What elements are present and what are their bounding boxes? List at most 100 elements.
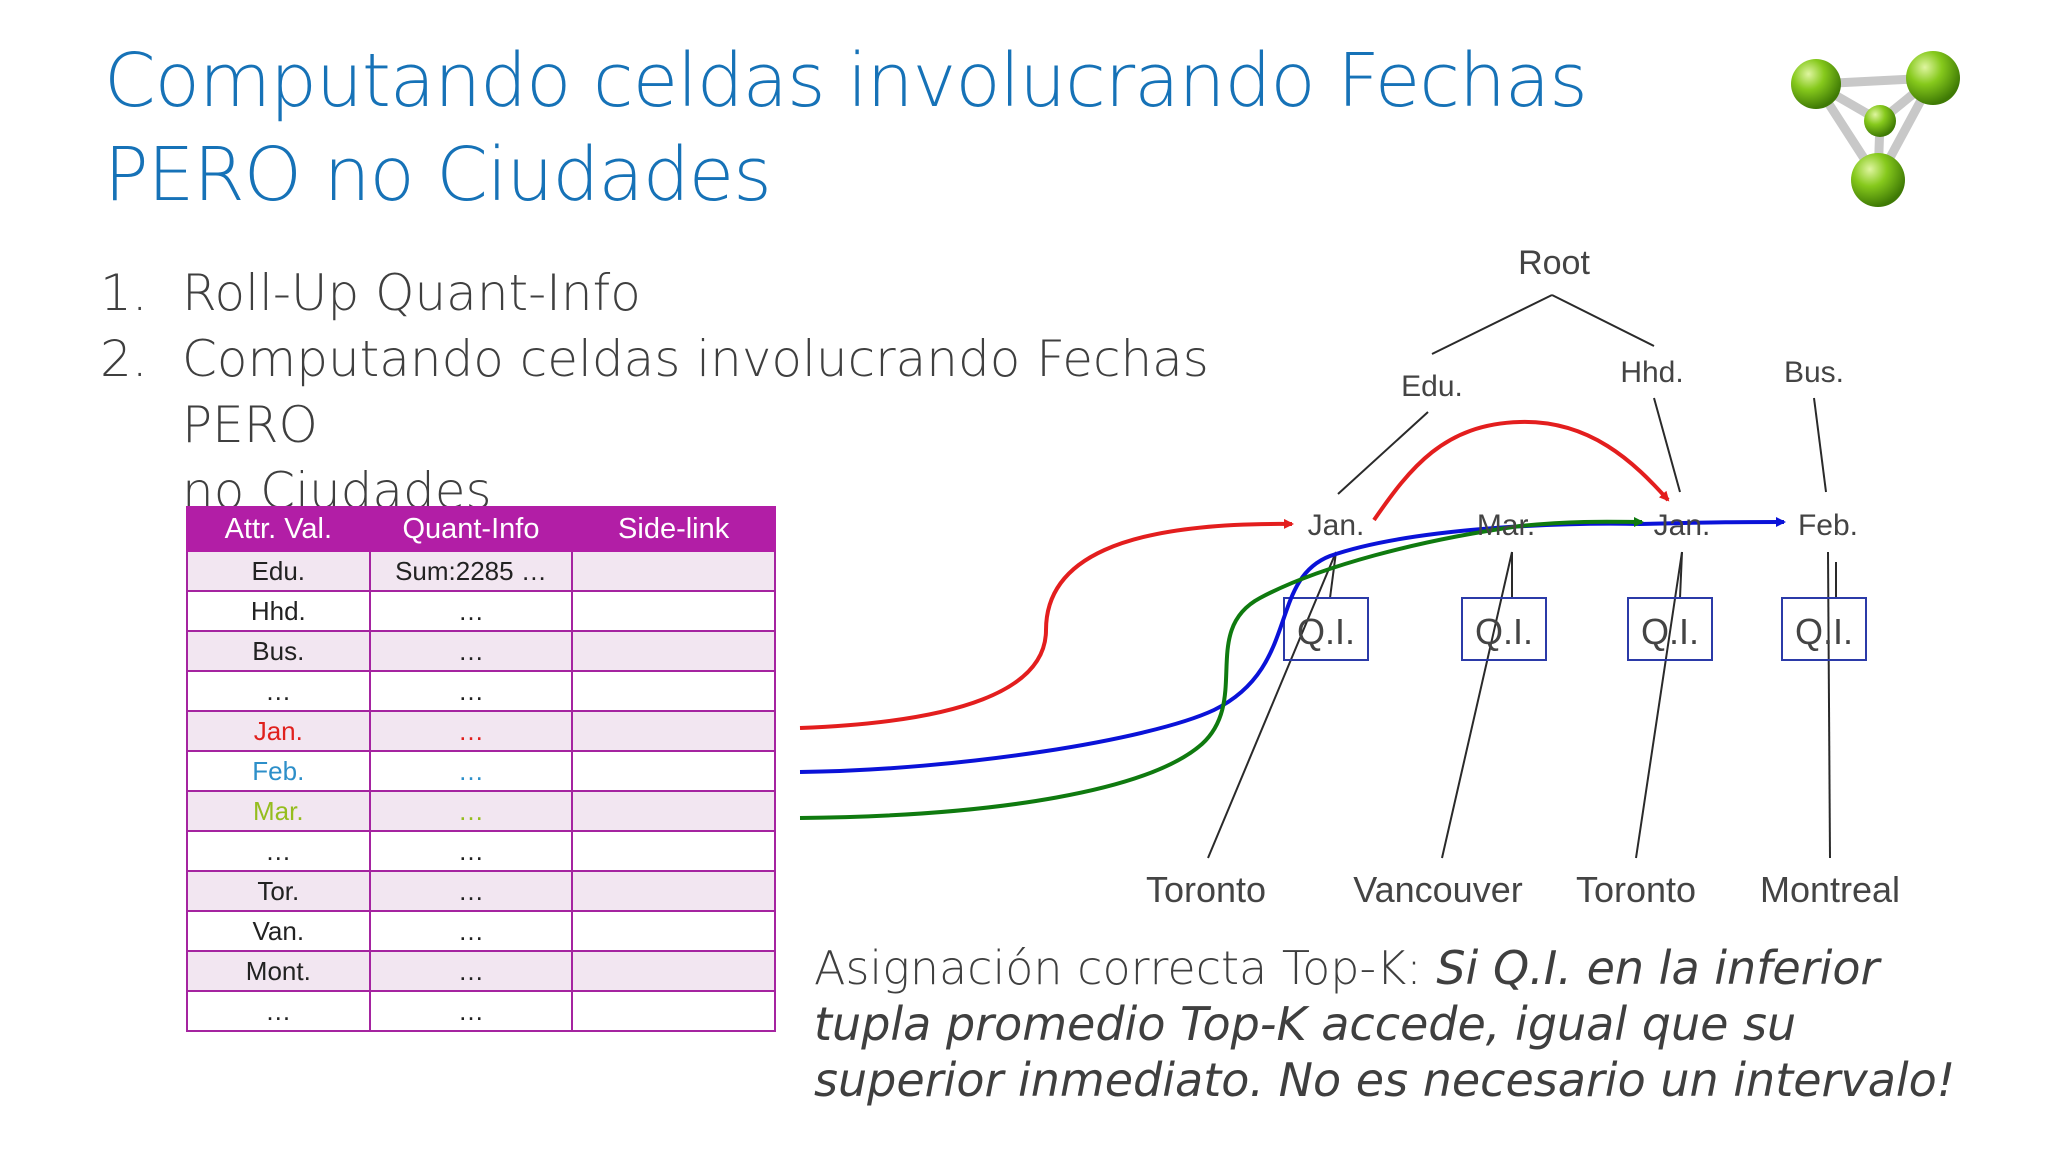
red-arrow-jan-to-jan bbox=[1372, 419, 1670, 522]
cell-quant: … bbox=[368, 990, 574, 1032]
qi-box-4 bbox=[1781, 597, 1867, 661]
edge-mar-vancouver bbox=[1441, 551, 1513, 859]
table-header-row: Attr. Val. Quant-Info Side-link bbox=[186, 506, 776, 552]
title-line-1: Computando celdas involucrando Fechas bbox=[104, 38, 1588, 124]
edge-root-edu bbox=[1431, 294, 1553, 355]
tree-level1-edu: Edu. bbox=[1401, 370, 1463, 403]
attribute-table: Attr. Val. Quant-Info Side-link Edu. Sum:… bbox=[186, 506, 776, 1032]
edge-bus-feb bbox=[1813, 397, 1827, 493]
cell-quant: … bbox=[368, 710, 574, 752]
column-header-quant-info: Quant-Info bbox=[368, 506, 574, 552]
tree-level2-feb: Feb. bbox=[1798, 509, 1858, 542]
tree-level2-mar: Mar. bbox=[1477, 509, 1535, 542]
edge-edu-jan bbox=[1337, 411, 1429, 495]
cell-attr: Mont. bbox=[186, 950, 371, 992]
cell-attr: Hhd. bbox=[186, 590, 371, 632]
cell-side bbox=[571, 950, 776, 992]
leaf-vancouver: Vancouver bbox=[1353, 869, 1522, 910]
edge-hhd-jan bbox=[1653, 397, 1681, 493]
note-text: Asignación correcta Top-K: Si Q.I. en la… bbox=[814, 940, 1994, 1108]
cell-side bbox=[571, 550, 776, 592]
cell-attr: Bus. bbox=[186, 630, 371, 672]
edge-root-hhd bbox=[1551, 294, 1655, 347]
qi-label-2: Q.I. bbox=[1475, 611, 1533, 652]
cell-side bbox=[571, 830, 776, 872]
tree-root-label: Root bbox=[1518, 244, 1590, 282]
cell-quant: … bbox=[368, 790, 574, 832]
cell-quant: … bbox=[368, 910, 574, 952]
edge-jan-qi-3 bbox=[1679, 551, 1683, 599]
qi-box-2 bbox=[1461, 597, 1547, 661]
bullet-item-1: 1. Roll-Up Quant-Info bbox=[100, 260, 1300, 326]
cell-attr: … bbox=[186, 830, 371, 872]
table-row: Bus.… bbox=[186, 630, 776, 672]
green-arrow-to-mar bbox=[799, 516, 1644, 820]
column-header-attr-val: Attr. Val. bbox=[186, 506, 371, 552]
cell-quant: … bbox=[368, 830, 574, 872]
table-row: …… bbox=[186, 830, 776, 872]
cell-quant: … bbox=[368, 630, 574, 672]
cell-side bbox=[571, 630, 776, 672]
cell-attr: … bbox=[186, 990, 371, 1032]
column-header-side-link: Side-link bbox=[571, 506, 776, 552]
table-row: Tor.… bbox=[186, 870, 776, 912]
cell-side bbox=[571, 870, 776, 912]
cell-quant: … bbox=[368, 670, 574, 712]
edge-jan-toronto bbox=[1207, 551, 1337, 859]
molecule-logo-icon bbox=[1791, 51, 1960, 207]
slide-title: Computando celdas involucrando Fechas PE… bbox=[104, 34, 1744, 222]
table-row: Hhd.… bbox=[186, 590, 776, 632]
qi-box-3 bbox=[1627, 597, 1713, 661]
cell-side bbox=[571, 590, 776, 632]
bullet-number: 2. bbox=[100, 330, 148, 388]
cell-quant: … bbox=[368, 870, 574, 912]
leaf-toronto-2: Toronto bbox=[1576, 869, 1696, 910]
cell-side bbox=[571, 990, 776, 1032]
cell-side bbox=[571, 790, 776, 832]
leaf-montreal: Montreal bbox=[1760, 869, 1900, 910]
qi-label-1: Q.I. bbox=[1297, 611, 1355, 652]
cell-attr: Edu. bbox=[186, 550, 371, 592]
table-row: Jan.… bbox=[186, 710, 776, 752]
cell-attr: Feb. bbox=[186, 750, 371, 792]
cell-quant: … bbox=[368, 590, 574, 632]
cell-side bbox=[571, 670, 776, 712]
cell-quant: … bbox=[368, 750, 574, 792]
qi-label-4: Q.I. bbox=[1795, 611, 1853, 652]
table-row: Mar.… bbox=[186, 790, 776, 832]
bullet-number: 1. bbox=[100, 264, 148, 322]
red-arrow-to-jan bbox=[799, 518, 1294, 730]
edge-jan-toronto-2 bbox=[1635, 551, 1683, 859]
note-normal: Asignación correcta Top-K: bbox=[814, 941, 1437, 995]
cell-attr: Tor. bbox=[186, 870, 371, 912]
tree-level1-bus: Bus. bbox=[1784, 356, 1844, 389]
table-row: Van.… bbox=[186, 910, 776, 952]
qi-box-1 bbox=[1283, 597, 1369, 661]
bullet-list: 1. Roll-Up Quant-Info 2. Computando celd… bbox=[100, 260, 1300, 524]
qi-label-3: Q.I. bbox=[1641, 611, 1699, 652]
bullet-text: Roll-Up Quant-Info bbox=[182, 264, 641, 322]
tree-level2-jan-1: Jan. bbox=[1308, 509, 1365, 542]
cell-side bbox=[571, 750, 776, 792]
table-row: …… bbox=[186, 670, 776, 712]
edge-feb-montreal bbox=[1827, 551, 1831, 859]
cell-quant: Sum:2285 … bbox=[368, 550, 574, 592]
cell-attr: Van. bbox=[186, 910, 371, 952]
cell-side bbox=[571, 910, 776, 952]
cell-attr: Mar. bbox=[186, 790, 371, 832]
leaf-toronto-1: Toronto bbox=[1146, 869, 1266, 910]
table-row: …… bbox=[186, 990, 776, 1032]
cell-attr: Jan. bbox=[186, 710, 371, 752]
cell-attr: … bbox=[186, 670, 371, 712]
tree-level2-jan-2: Jan. bbox=[1654, 509, 1711, 542]
tree-level1-hhd: Hhd. bbox=[1620, 356, 1683, 389]
blue-arrow-to-feb bbox=[799, 517, 1786, 774]
table-row: Feb.… bbox=[186, 750, 776, 792]
table-row: Edu. Sum:2285 … bbox=[186, 550, 776, 592]
bullet-item-2: 2. Computando celdas involucrando Fechas… bbox=[100, 326, 1300, 524]
bullet-text: Computando celdas involucrando Fechas PE… bbox=[182, 330, 1209, 454]
note-italic: Si Q.I. en la inferior tupla promedio To… bbox=[814, 941, 1956, 1107]
title-line-2: PERO no Ciudades bbox=[104, 132, 772, 218]
edge-jan-qi-1 bbox=[1329, 551, 1337, 599]
table-row: Mont.… bbox=[186, 950, 776, 992]
